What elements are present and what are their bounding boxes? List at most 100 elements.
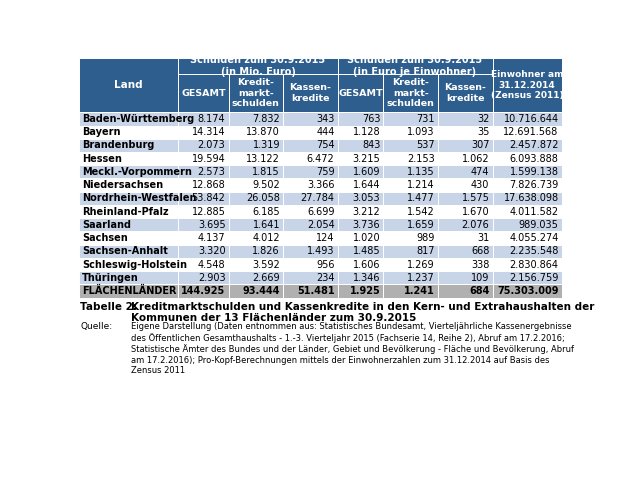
Text: Saarland: Saarland — [82, 220, 131, 230]
Bar — [384, 112, 438, 125]
Bar — [229, 218, 283, 231]
Text: 1.641: 1.641 — [253, 220, 280, 230]
Text: 1.135: 1.135 — [408, 167, 435, 177]
Text: 1.237: 1.237 — [407, 273, 435, 283]
Text: 27.784: 27.784 — [301, 193, 334, 204]
Text: 763: 763 — [362, 114, 381, 124]
Bar — [338, 271, 384, 285]
Text: 13.870: 13.870 — [246, 127, 280, 137]
Text: 31: 31 — [477, 233, 489, 243]
Bar — [178, 218, 229, 231]
Text: 6.185: 6.185 — [253, 206, 280, 216]
Bar — [492, 258, 562, 271]
Bar — [492, 125, 562, 139]
Text: 2.235.548: 2.235.548 — [509, 246, 559, 256]
Bar — [79, 125, 178, 139]
Bar — [438, 271, 493, 285]
Text: 3.366: 3.366 — [307, 180, 334, 190]
Text: Meckl.-Vorpommern: Meckl.-Vorpommern — [82, 167, 192, 177]
Text: 4.137: 4.137 — [198, 233, 226, 243]
Bar — [492, 231, 562, 245]
Bar — [79, 112, 178, 125]
Bar — [229, 165, 283, 179]
Text: Thüringen: Thüringen — [82, 273, 139, 283]
Bar — [79, 285, 178, 298]
Bar — [438, 139, 493, 152]
Bar — [492, 59, 562, 112]
Text: 2.903: 2.903 — [198, 273, 226, 283]
Text: 2.156.759: 2.156.759 — [509, 273, 559, 283]
Bar — [338, 112, 384, 125]
Bar — [178, 231, 229, 245]
Bar — [384, 245, 438, 258]
Bar — [492, 218, 562, 231]
Bar — [384, 139, 438, 152]
Bar — [178, 192, 229, 205]
Bar — [79, 245, 178, 258]
Text: 759: 759 — [316, 167, 334, 177]
Text: 1.575: 1.575 — [461, 193, 489, 204]
Bar — [492, 112, 562, 125]
Text: Sachsen: Sachsen — [82, 233, 127, 243]
Text: Kredit-
markt-
schulden: Kredit- markt- schulden — [387, 78, 434, 108]
Text: 35: 35 — [477, 127, 489, 137]
Bar — [384, 179, 438, 192]
Bar — [79, 165, 178, 179]
Text: 75.303.009: 75.303.009 — [497, 286, 559, 296]
Bar — [229, 245, 283, 258]
Bar — [79, 179, 178, 192]
Bar — [338, 231, 384, 245]
Bar — [338, 152, 384, 165]
Bar — [384, 285, 438, 298]
Bar — [438, 218, 493, 231]
Bar — [338, 179, 384, 192]
Text: Rheinland-Pfalz: Rheinland-Pfalz — [82, 206, 169, 216]
Bar — [178, 139, 229, 152]
Bar — [79, 258, 178, 271]
Text: Kreditmarktschulden und Kassenkredite in den Kern- und Extrahaushalten der
Kommu: Kreditmarktschulden und Kassenkredite in… — [131, 301, 594, 323]
Bar — [492, 271, 562, 285]
Bar — [438, 285, 493, 298]
Text: Baden-Württemberg: Baden-Württemberg — [82, 114, 194, 124]
Text: Eigene Darstellung (Daten entnommen aus: Statistisches Bundesamt, Vierteljährlic: Eigene Darstellung (Daten entnommen aus:… — [131, 323, 574, 375]
Text: 2.830.864: 2.830.864 — [509, 260, 559, 270]
Text: 1.609: 1.609 — [353, 167, 381, 177]
Text: Niedersachsen: Niedersachsen — [82, 180, 163, 190]
Text: 1.269: 1.269 — [408, 260, 435, 270]
Text: 668: 668 — [471, 246, 489, 256]
Text: Quelle:: Quelle: — [81, 323, 112, 331]
Bar — [283, 218, 338, 231]
Bar — [438, 231, 493, 245]
Bar — [384, 271, 438, 285]
Bar — [79, 231, 178, 245]
Bar — [438, 258, 493, 271]
Text: 430: 430 — [471, 180, 489, 190]
Bar — [438, 125, 493, 139]
Text: 14.314: 14.314 — [192, 127, 226, 137]
Bar — [178, 112, 229, 125]
Bar — [338, 192, 384, 205]
Bar — [338, 165, 384, 179]
Bar — [178, 152, 229, 165]
Text: Kredit-
markt-
schulden: Kredit- markt- schulden — [232, 78, 280, 108]
Text: 1.826: 1.826 — [253, 246, 280, 256]
Text: 3.320: 3.320 — [198, 246, 226, 256]
Text: 2.073: 2.073 — [198, 140, 226, 150]
Bar — [338, 74, 384, 112]
Text: 19.594: 19.594 — [192, 154, 226, 164]
Bar — [229, 112, 283, 125]
Text: 843: 843 — [362, 140, 381, 150]
Bar — [283, 74, 338, 112]
Text: 17.638.098: 17.638.098 — [504, 193, 559, 204]
Bar — [384, 74, 438, 112]
Text: 754: 754 — [316, 140, 334, 150]
Text: Schulden zum 30.9.2015
(in Mio. Euro): Schulden zum 30.9.2015 (in Mio. Euro) — [191, 55, 326, 77]
Bar — [338, 59, 492, 74]
Text: 1.599.138: 1.599.138 — [509, 167, 559, 177]
Bar — [283, 285, 338, 298]
Bar — [338, 245, 384, 258]
Text: 2.573: 2.573 — [198, 167, 226, 177]
Bar — [338, 139, 384, 152]
Bar — [492, 139, 562, 152]
Bar — [283, 125, 338, 139]
